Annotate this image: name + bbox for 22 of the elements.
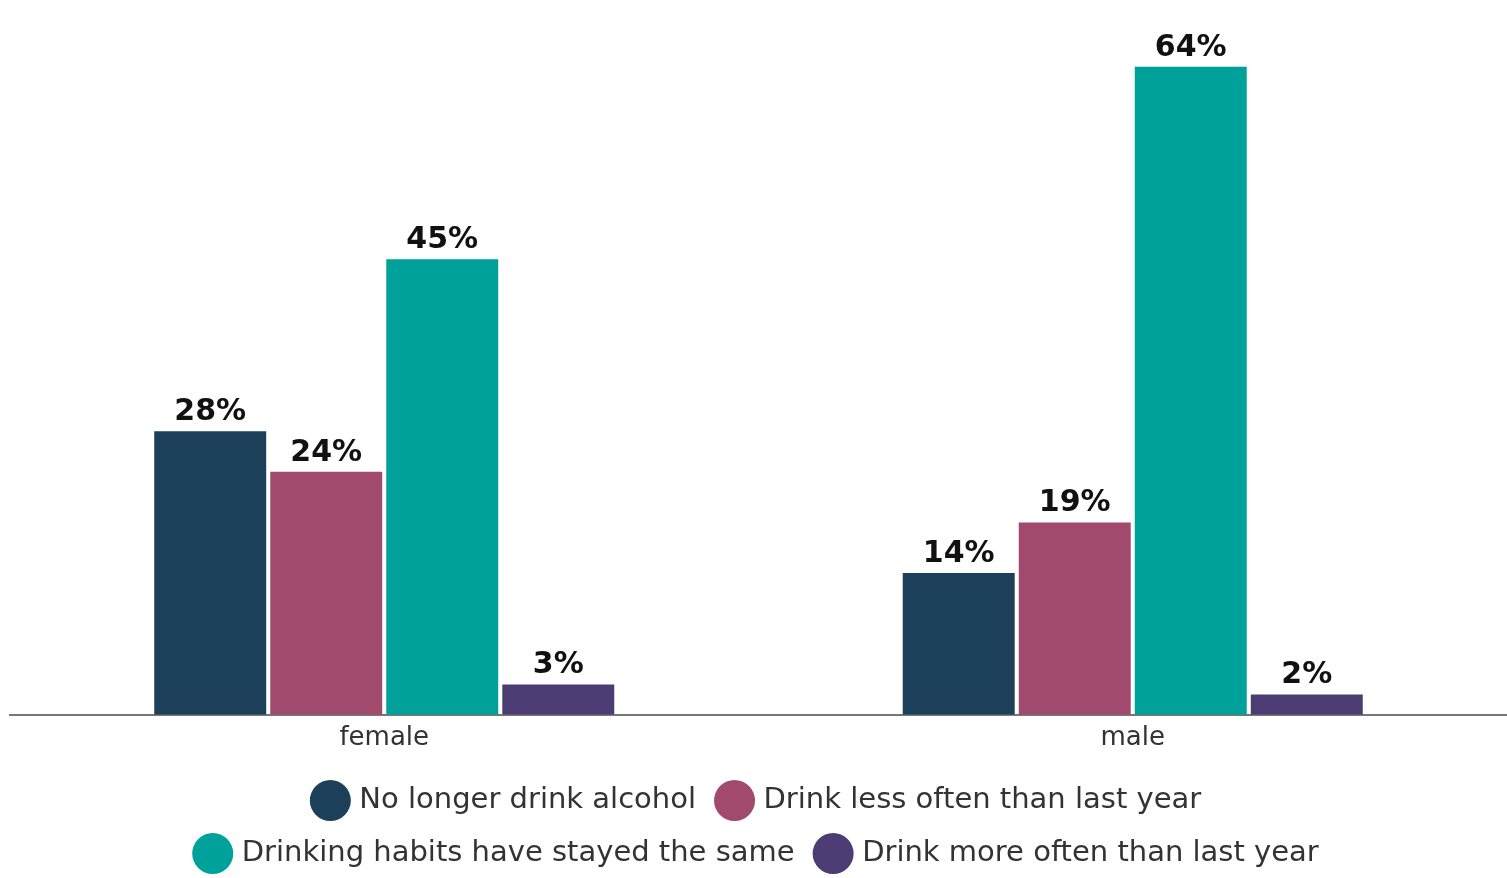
bar (154, 431, 267, 715)
bar (1018, 522, 1131, 715)
data-label: 2% (1281, 655, 1333, 691)
data-label: 14% (922, 533, 995, 569)
data-label: 19% (1038, 483, 1111, 519)
data-label: 24% (290, 432, 363, 468)
data-label: 64% (1154, 27, 1227, 63)
legend-label: Drink less often than last year (763, 781, 1202, 816)
data-label: 3% (532, 645, 584, 681)
data-label: 28% (174, 392, 247, 428)
bar (1134, 66, 1247, 715)
bar (386, 259, 499, 715)
data-label: 45% (406, 219, 479, 255)
bar (502, 684, 615, 715)
legend-label: No longer drink alcohol (359, 781, 697, 816)
x-tick-label: male (1100, 721, 1165, 752)
bar (270, 471, 383, 715)
legend-label: Drink more often than last year (862, 834, 1319, 869)
x-tick-label: female (339, 721, 430, 752)
legend-label: Drinking habits have stayed the same (241, 834, 795, 869)
bar (1250, 694, 1363, 715)
bar (902, 573, 1015, 715)
